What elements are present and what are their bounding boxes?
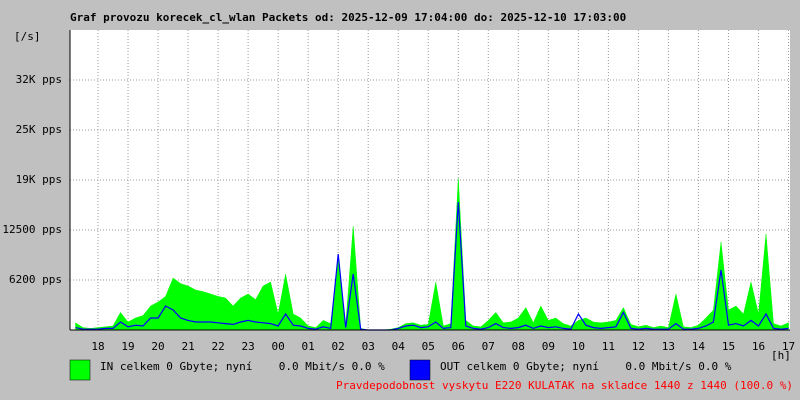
chart-title: Graf provozu korecek_cl_wlan Packets od:…	[70, 11, 626, 24]
x-tick-label: 10	[572, 340, 585, 353]
x-tick-label: 04	[392, 340, 406, 353]
x-tick-label: 09	[542, 340, 555, 353]
note: Pravdepodobnost vyskytu E220 KULATAK na …	[336, 379, 793, 392]
x-tick-label: 18	[91, 340, 104, 353]
y-axis-label: [/s]	[14, 30, 41, 43]
legend-label: OUT celkem 0 Gbyte; nyní 0.0 Mbit/s 0.0 …	[440, 360, 732, 373]
marks	[75, 177, 789, 331]
out-line	[75, 201, 789, 331]
x-tick-label: 20	[151, 340, 164, 353]
x-tick-label: 11	[602, 340, 615, 353]
y-tick-label: 32K pps	[16, 73, 62, 86]
x-tick-label: 15	[722, 340, 735, 353]
x-axis-label: [h]	[771, 349, 791, 362]
x-tick-label: 19	[121, 340, 134, 353]
x-tick-label: 00	[272, 340, 285, 353]
x-tick-label: 13	[662, 340, 675, 353]
legend-swatch	[409, 359, 431, 381]
x-tick-label: 05	[422, 340, 435, 353]
y-tick-label: 12500 pps	[2, 223, 62, 236]
y-tick-label: 19K pps	[16, 173, 62, 186]
legend-swatch	[69, 359, 91, 381]
in-area	[75, 177, 789, 331]
x-tick-label: 23	[241, 340, 254, 353]
x-tick-label: 12	[632, 340, 645, 353]
x-tick-label: 03	[362, 340, 375, 353]
x-tick-label: 14	[692, 340, 706, 353]
x-tick-label: 01	[302, 340, 315, 353]
x-tick-label: 16	[752, 340, 765, 353]
x-tick-label: 02	[332, 340, 345, 353]
legend-label: IN celkem 0 Gbyte; nyní 0.0 Mbit/s 0.0 %	[100, 360, 385, 373]
x-tick-label: 22	[211, 340, 224, 353]
x-tick-label: 17	[782, 340, 795, 353]
x-tick-label: 08	[512, 340, 525, 353]
grid	[70, 30, 790, 330]
x-tick-label: 07	[482, 340, 495, 353]
y-tick-label: 6200 pps	[9, 273, 62, 286]
y-tick-label: 25K pps	[16, 123, 62, 136]
x-tick-label: 21	[181, 340, 194, 353]
x-tick-label: 06	[452, 340, 465, 353]
